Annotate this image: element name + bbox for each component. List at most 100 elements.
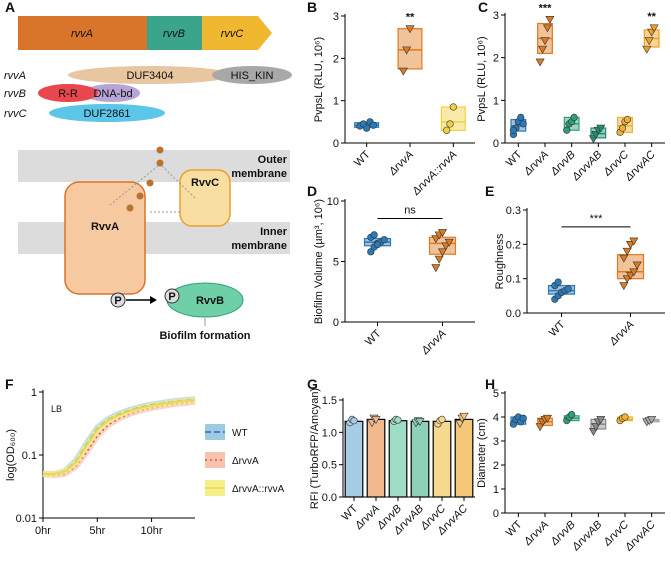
significance: *** <box>539 2 553 14</box>
gene-label: rvvC <box>221 28 244 40</box>
node-label: RvvC <box>191 177 219 189</box>
y-tick-label: 0.01 <box>16 513 37 525</box>
output-label: Biofilm formation <box>159 330 250 342</box>
panel-letter: G <box>307 376 318 392</box>
point <box>443 126 451 134</box>
point <box>371 416 381 425</box>
gene-rvva <box>18 16 147 50</box>
membrane-label: Inner <box>260 226 288 238</box>
legend-label: WT <box>232 428 248 439</box>
point <box>564 285 572 293</box>
y-tick-label: 0.2 <box>506 239 521 251</box>
panel-e: E 0.0 0.1 0.2 0.3 Roughness WT ΔrvvA *** <box>485 183 665 349</box>
x-tick-label: 10hr <box>141 525 163 537</box>
point <box>632 261 642 270</box>
y-tick-label: 0 <box>493 138 499 150</box>
domain-label: HIS_KIN <box>231 70 274 82</box>
membrane-label: Outer <box>258 154 288 166</box>
dashed-arrows <box>109 165 196 213</box>
point <box>542 414 552 423</box>
x-tick-label: 5hr <box>89 525 105 537</box>
domain <box>49 104 165 122</box>
point <box>459 412 469 421</box>
point <box>398 67 408 76</box>
y-tick-label: 5 <box>333 257 339 269</box>
bar <box>366 418 386 498</box>
point <box>509 126 518 134</box>
point <box>596 416 606 425</box>
y-tick-label: 1.0 <box>322 427 337 439</box>
gene-label: rvvB <box>163 28 185 40</box>
y-tick-label: 1 <box>333 96 339 108</box>
comparison-label: ns <box>404 204 416 216</box>
point <box>619 282 629 291</box>
x-tick-label: ΔrvvA <box>607 319 637 349</box>
comparison-label: *** <box>590 213 604 225</box>
y-tick-label: 0.0 <box>506 308 521 320</box>
legend-label: ΔrvvA <box>232 456 259 467</box>
inner-membrane <box>18 222 290 254</box>
point <box>619 254 629 263</box>
point <box>446 120 454 128</box>
y-axis-label: Diameter (cm) <box>476 418 488 488</box>
bar <box>410 420 430 498</box>
panel-letter: A <box>5 0 15 15</box>
y-tick-label: 5 <box>493 388 499 400</box>
membrane-label: membrane <box>231 240 287 252</box>
point <box>519 414 527 422</box>
domain-label: DUF2861 <box>83 108 130 120</box>
point <box>367 248 375 256</box>
panel-letter: C <box>478 0 488 15</box>
point <box>370 231 378 239</box>
point <box>405 25 415 34</box>
y-tick-label: 0.5 <box>322 460 337 472</box>
y-tick-label: 2 <box>493 53 499 65</box>
point <box>363 124 371 132</box>
y-axis-label: PvpsL (RLU, 10⁶) <box>476 36 488 121</box>
outer-membrane <box>18 150 290 182</box>
point <box>535 58 545 67</box>
point <box>649 24 659 33</box>
y-tick-label: 2 <box>333 53 339 65</box>
point <box>369 121 377 129</box>
point <box>431 235 441 244</box>
point <box>415 418 425 426</box>
y-tick-label: 0.0 <box>322 492 337 504</box>
x-tick-label: ΔrvvA <box>352 503 382 533</box>
y-axis-label: PvpsL (RLU, 10⁶) <box>313 37 325 122</box>
panel-letter: H <box>485 376 495 392</box>
panel-a: A rvvA rvvB rvvC rvvA DUF3404 HIS_KIN rv… <box>4 0 292 342</box>
point <box>647 416 657 425</box>
y-tick-label: 1 <box>31 387 37 399</box>
panel-letter: E <box>485 183 494 199</box>
y-tick-label: 4 <box>493 412 499 424</box>
point <box>402 46 412 55</box>
point <box>621 413 629 421</box>
point <box>538 45 548 54</box>
protein-label: rvvC <box>4 108 27 120</box>
y-tick-label: 3 <box>333 11 339 23</box>
phospho-label: P <box>114 295 121 307</box>
line <box>43 399 196 475</box>
legend-label: ΔrvvA::rvvA <box>232 484 285 495</box>
panel-letter: D <box>307 183 317 199</box>
y-tick-label: 0.3 <box>506 205 521 217</box>
y-tick-label: 0 <box>333 317 339 329</box>
domain <box>84 84 140 102</box>
y-tick-label: 1 <box>493 95 499 107</box>
x-tick-label: WT <box>504 148 525 169</box>
point <box>622 247 632 256</box>
gene-rvvc <box>202 16 272 50</box>
panel-letter: F <box>5 376 14 392</box>
protein-label: rvvB <box>4 88 26 100</box>
point <box>431 264 441 273</box>
x-tick-label: ΔrvvA <box>386 149 416 179</box>
x-tick-label: WT <box>504 518 525 539</box>
arrow-head <box>150 296 157 304</box>
phospho <box>164 288 180 304</box>
node-label: RvvA <box>91 221 119 233</box>
domain <box>38 84 98 102</box>
